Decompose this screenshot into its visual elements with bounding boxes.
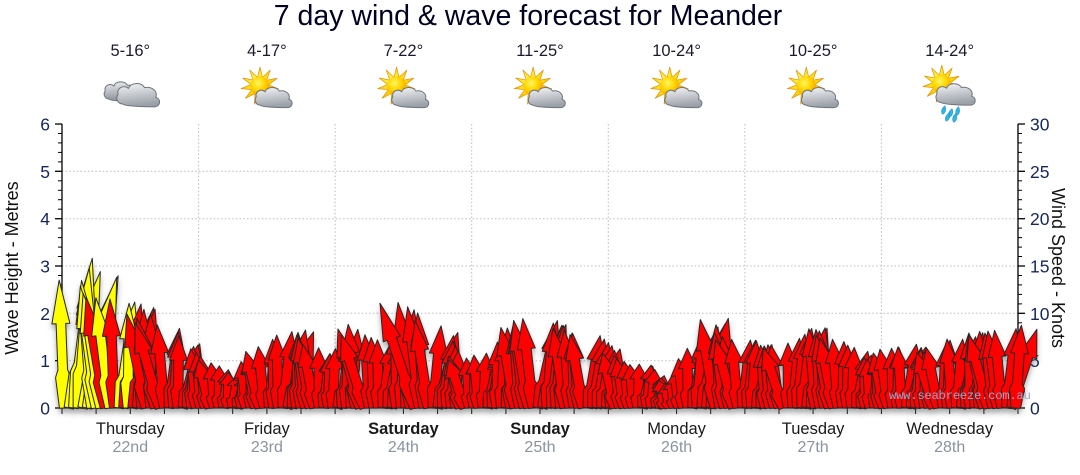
svg-text:15: 15 (1030, 257, 1049, 277)
svg-text:25: 25 (1030, 162, 1049, 182)
svg-text:1: 1 (40, 351, 50, 371)
svg-text:3: 3 (40, 257, 50, 277)
svg-text:2: 2 (40, 304, 50, 324)
svg-text:10: 10 (1030, 304, 1050, 324)
svg-text:0: 0 (40, 399, 50, 419)
svg-text:5: 5 (40, 162, 50, 182)
svg-text:30: 30 (1030, 115, 1050, 135)
svg-text:20: 20 (1030, 209, 1050, 229)
svg-text:0: 0 (1030, 399, 1040, 419)
svg-text:4: 4 (40, 209, 50, 229)
svg-text:6: 6 (40, 115, 50, 135)
